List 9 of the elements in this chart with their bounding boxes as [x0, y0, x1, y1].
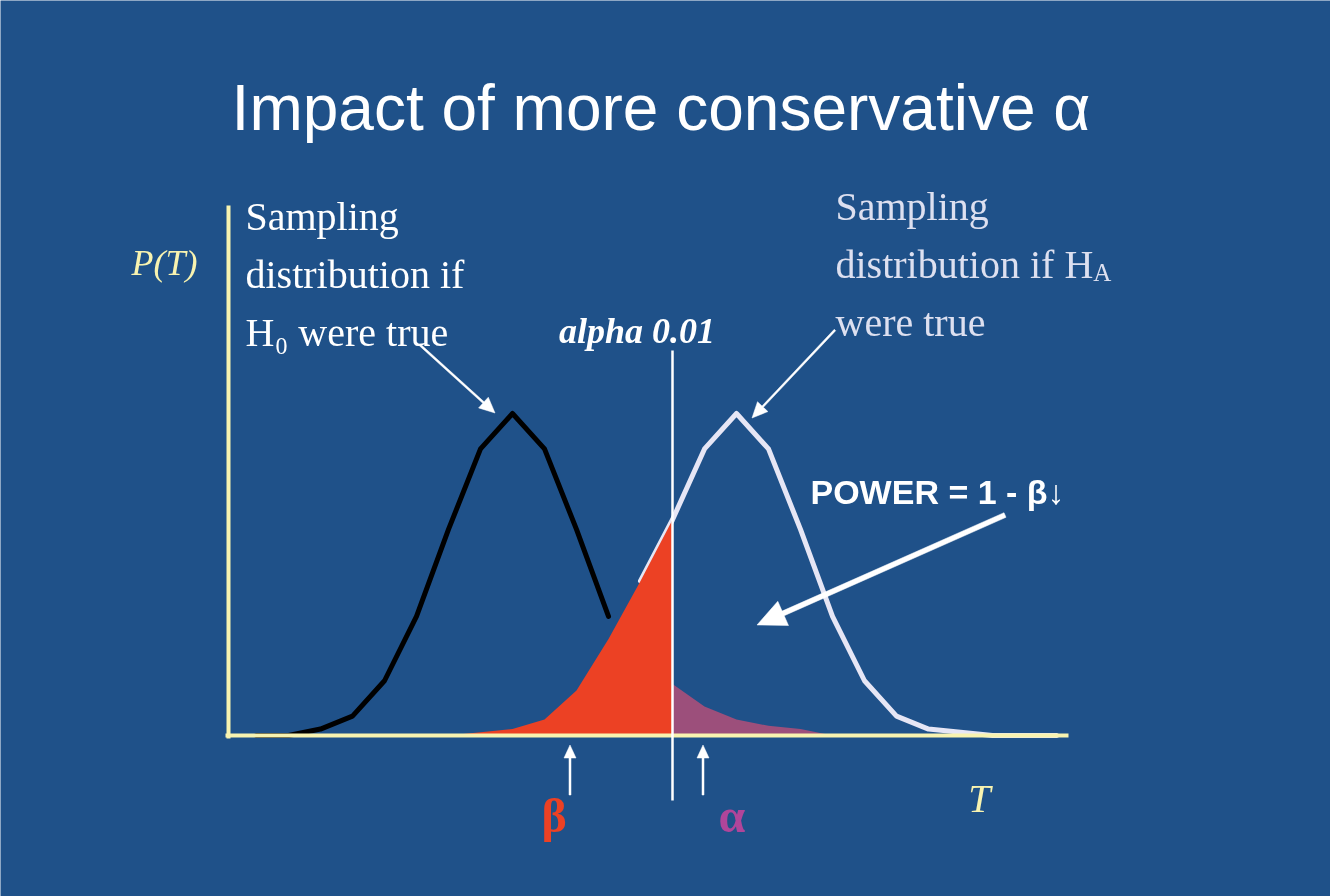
text: α: [718, 789, 746, 842]
annotation: POWER = 1 - β↓: [810, 472, 1065, 511]
text: alpha 0.01: [559, 310, 716, 351]
text: β: [541, 789, 567, 842]
chart-title: Impact of more conservative α: [231, 71, 1091, 144]
y-axis-title: P(T): [130, 242, 198, 283]
x-axis-title: T: [968, 776, 994, 821]
text: Sampling distribution if HA were true: [835, 184, 1112, 345]
text: Sampling distribution if H₀ were true: [245, 194, 466, 355]
